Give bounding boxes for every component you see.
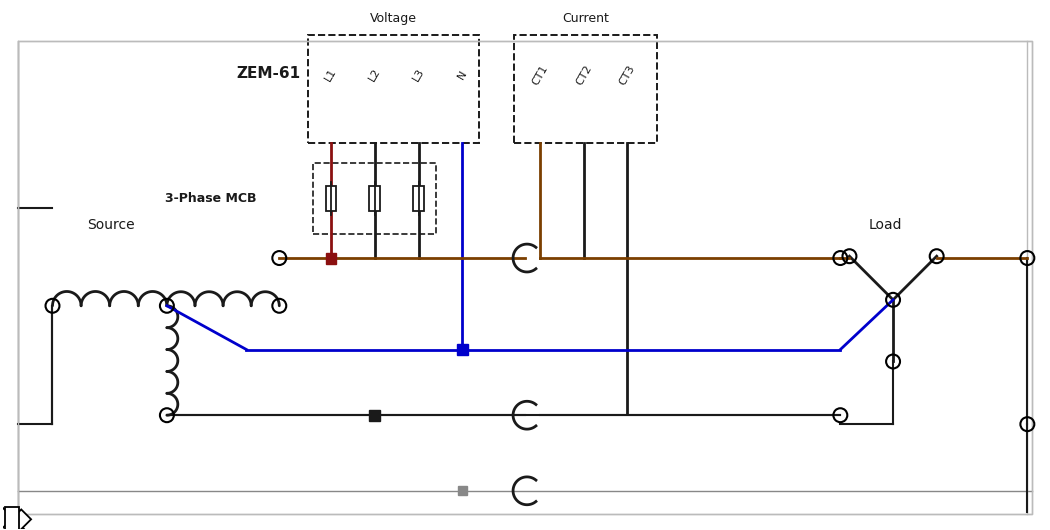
Bar — [326, 186, 336, 211]
Text: CT1: CT1 — [530, 63, 549, 87]
Bar — [326, 253, 336, 263]
Text: ZEM-61: ZEM-61 — [236, 66, 300, 81]
Text: Voltage: Voltage — [371, 12, 417, 25]
Text: N: N — [456, 69, 468, 81]
Bar — [370, 410, 380, 421]
Bar — [457, 344, 468, 355]
Bar — [5, 507, 19, 530]
Bar — [370, 186, 380, 211]
Text: CT3: CT3 — [617, 63, 637, 87]
Bar — [458, 487, 467, 496]
Text: Source: Source — [87, 218, 135, 232]
Text: CT2: CT2 — [574, 63, 593, 87]
Bar — [413, 186, 424, 211]
Text: Current: Current — [562, 12, 609, 25]
Text: L3: L3 — [411, 67, 426, 83]
Text: Load: Load — [868, 218, 902, 232]
Text: 3-Phase MCB: 3-Phase MCB — [165, 192, 256, 205]
Bar — [0, 506, 28, 530]
Text: L2: L2 — [368, 67, 382, 83]
Text: L1: L1 — [323, 67, 339, 83]
Bar — [0, 509, 32, 530]
